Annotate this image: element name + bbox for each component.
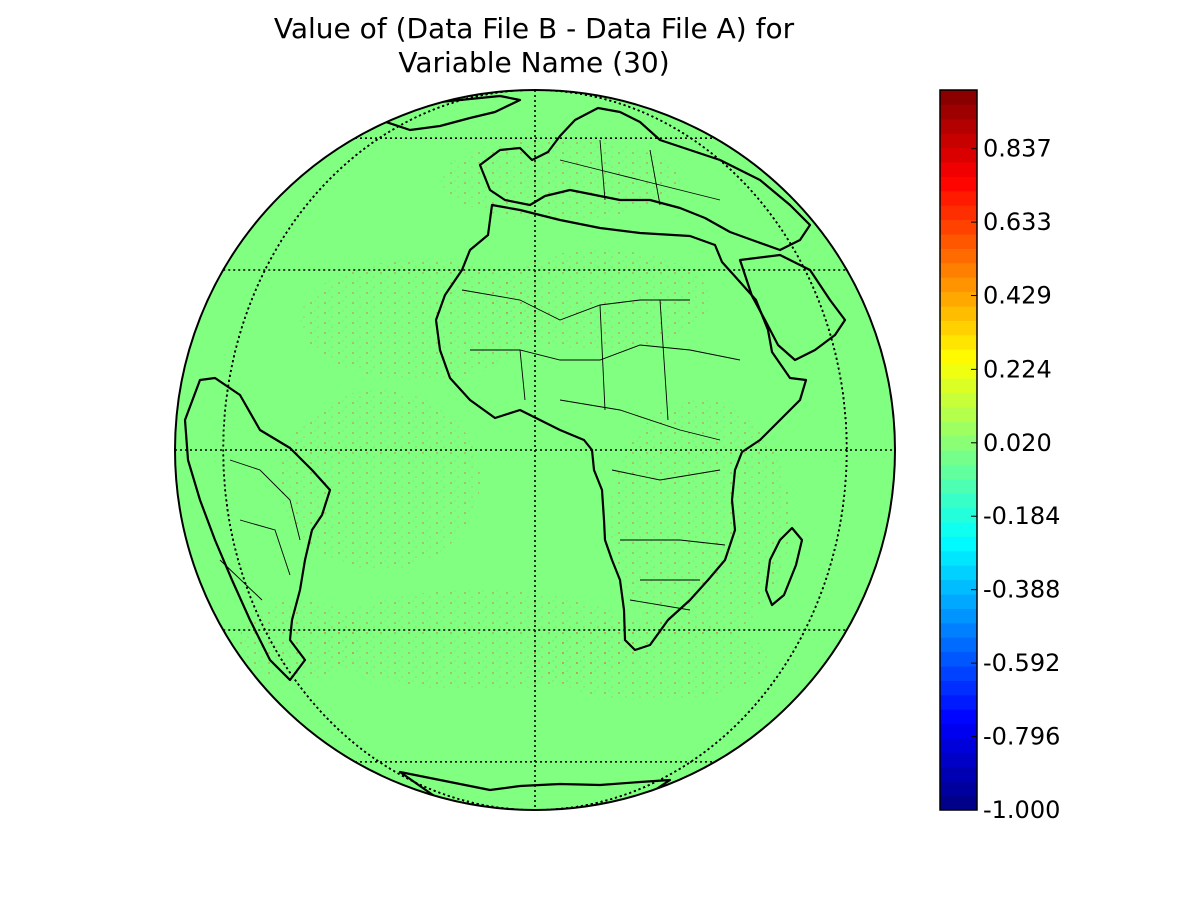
- chart-title: Value of (Data File B - Data File A) for…: [234, 12, 834, 80]
- colorbar-band: [940, 493, 977, 509]
- graticule: [175, 90, 895, 810]
- colorbar-band: [940, 651, 977, 667]
- colorbar-band: [940, 306, 977, 321]
- colorbar-band: [940, 291, 977, 307]
- colorbar-band: [940, 637, 977, 653]
- colorbar-band: [940, 694, 977, 710]
- colorbar-band: [940, 219, 977, 235]
- colorbar-tick-label: 0.224: [983, 355, 1052, 383]
- colorbar-band: [940, 118, 977, 134]
- colorbar-band: [940, 320, 977, 336]
- colorbar-band: [940, 478, 977, 494]
- colorbar-band: [940, 190, 977, 206]
- colorbar-band: [940, 262, 977, 278]
- colorbar-band: [940, 507, 977, 523]
- colorbar-band: [940, 766, 977, 782]
- colorbar-ticks: 0.837 0.633 0.429 0.224 0.020 -0.184 -0.388 -0.…: [971, 135, 1060, 824]
- colorbar-tick-label: 0.633: [983, 208, 1052, 236]
- colorbar-tick-label: 0.020: [983, 429, 1052, 457]
- country-borders: [219, 139, 741, 611]
- colorbar-tick-label: -1.000: [983, 796, 1060, 824]
- title-line-1: Value of (Data File B - Data File A) for: [273, 12, 795, 45]
- madagascar-coastline: [764, 526, 804, 607]
- colorbar-band: [940, 162, 977, 177]
- globe: [174, 89, 896, 811]
- colorbar-band: [940, 536, 977, 552]
- colorbar-band: [940, 795, 977, 811]
- colorbar-band: [940, 680, 977, 696]
- colorbar-band: [940, 723, 977, 739]
- colorbar-tick-label: -0.592: [983, 649, 1060, 677]
- colorbar-band: [940, 550, 977, 566]
- colorbar-band: [940, 421, 977, 437]
- colorbar-band: [940, 752, 977, 768]
- colorbar-band: [940, 579, 977, 595]
- colorbar: 0.837 0.633 0.429 0.224 0.020 -0.184 -0.388 -0.…: [939, 89, 1060, 824]
- south-america-coastline: [183, 376, 332, 682]
- colorbar-band: [940, 363, 977, 379]
- globe-outline: [174, 89, 896, 811]
- meridian-line: [222, 90, 848, 810]
- colorbar-band: [940, 133, 977, 149]
- colorbar-band: [940, 104, 977, 120]
- colorbar-band: [940, 334, 977, 350]
- colorbar-band: [940, 205, 977, 221]
- colorbar-band: [940, 406, 977, 422]
- colorbar-band: [940, 435, 977, 451]
- colorbar-gradient: [940, 90, 977, 811]
- colorbar-tick-label: 0.429: [983, 282, 1052, 310]
- colorbar-band: [940, 666, 977, 681]
- colorbar-band: [940, 90, 977, 105]
- colorbar-band: [940, 565, 977, 581]
- colorbar-band: [940, 176, 977, 192]
- colorbar-band: [940, 781, 977, 797]
- colorbar-band: [940, 392, 977, 408]
- colorbar-tick-label: -0.388: [983, 576, 1060, 604]
- colorbar-band: [940, 522, 977, 537]
- colorbar-band: [940, 594, 977, 609]
- colorbar-band: [940, 622, 977, 638]
- title-line-2: Variable Name (30): [398, 46, 670, 79]
- colorbar-band: [940, 234, 977, 249]
- colorbar-tick-label: -0.796: [983, 723, 1060, 751]
- europe-coastline: [478, 106, 812, 252]
- colorbar-band: [940, 378, 977, 393]
- colorbar-band: [940, 464, 977, 480]
- colorbar-band: [940, 608, 977, 624]
- colorbar-band: [940, 709, 977, 725]
- colorbar-tick-label: -0.184: [983, 502, 1060, 530]
- colorbar-tick-label: 0.837: [983, 135, 1052, 163]
- colorbar-band: [940, 349, 977, 365]
- colorbar-band: [940, 277, 977, 293]
- colorbar-frame: [939, 89, 978, 811]
- africa-coastline: [434, 203, 808, 652]
- colorbar-band: [940, 147, 977, 163]
- arabia-coastline: [738, 253, 847, 362]
- colorbar-band: [940, 450, 977, 465]
- colorbar-band: [940, 738, 977, 753]
- colorbar-band: [940, 248, 977, 264]
